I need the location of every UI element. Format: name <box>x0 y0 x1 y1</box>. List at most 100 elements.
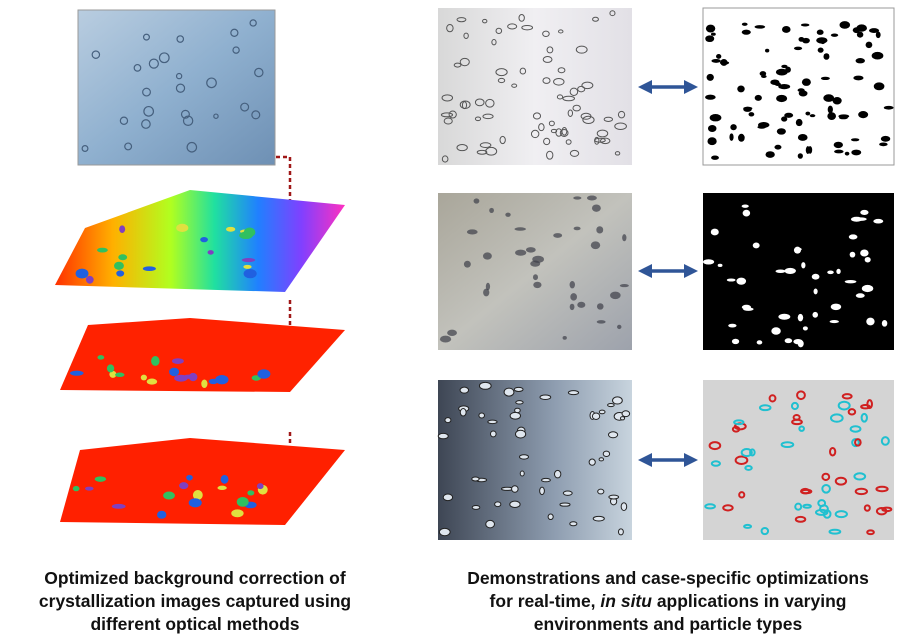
particle <box>597 303 604 309</box>
particle <box>874 82 885 90</box>
particle <box>827 112 836 120</box>
particle <box>589 459 595 465</box>
particle <box>865 257 871 262</box>
particle <box>151 356 159 366</box>
particle <box>707 137 716 145</box>
particle <box>736 278 746 285</box>
particle <box>515 250 526 256</box>
particle <box>176 224 188 232</box>
particle <box>856 58 865 63</box>
particle <box>542 478 551 481</box>
particle <box>876 32 881 39</box>
particle <box>577 302 585 308</box>
particle <box>514 387 523 391</box>
particle <box>568 391 578 395</box>
particle <box>116 270 124 276</box>
caption-line: different optical methods <box>5 613 385 636</box>
particle <box>742 205 749 208</box>
particle <box>802 78 811 85</box>
particle <box>603 451 609 456</box>
particle <box>814 289 818 295</box>
particle <box>776 95 787 102</box>
particle <box>515 408 521 412</box>
particle <box>183 375 196 379</box>
particle <box>472 477 479 481</box>
particle <box>570 304 575 310</box>
particle <box>775 269 785 273</box>
particle <box>609 495 619 499</box>
particle <box>613 397 623 404</box>
particle <box>189 498 202 507</box>
particle <box>849 234 858 239</box>
particle <box>217 486 226 490</box>
particle <box>836 269 840 274</box>
particle <box>808 146 812 154</box>
particle <box>785 67 791 73</box>
caption-line: Optimized background correction of <box>5 567 385 590</box>
particle <box>738 134 745 142</box>
particle <box>855 217 867 221</box>
particle <box>620 417 624 420</box>
particle <box>237 497 249 507</box>
particle <box>76 269 89 279</box>
particle <box>785 338 792 343</box>
caption-italic: in situ <box>600 591 652 611</box>
particle <box>718 264 723 267</box>
particle <box>617 325 621 329</box>
particle <box>447 330 457 336</box>
particle <box>810 114 816 117</box>
micrograph <box>438 193 632 350</box>
particle <box>775 82 781 86</box>
particle <box>438 433 448 438</box>
particle <box>599 410 605 414</box>
particle <box>570 281 575 288</box>
particle <box>86 276 94 284</box>
particle <box>587 196 597 201</box>
particle <box>845 152 850 156</box>
particle <box>242 258 255 262</box>
particle <box>533 282 541 288</box>
particle <box>620 284 629 287</box>
particle <box>778 314 790 320</box>
particle <box>244 228 256 237</box>
particle <box>884 106 894 110</box>
particle <box>708 125 716 132</box>
particle <box>243 265 251 269</box>
particle <box>505 213 510 217</box>
particle <box>439 528 450 535</box>
particle <box>777 128 786 134</box>
particle <box>621 503 626 511</box>
particle <box>597 320 606 324</box>
particle <box>143 266 156 271</box>
particle <box>851 150 861 156</box>
particle <box>860 250 868 257</box>
caption-line: for real-time, in situ applications in v… <box>440 590 896 613</box>
particle <box>231 509 243 517</box>
particle <box>107 364 114 372</box>
particle <box>860 210 868 215</box>
particle <box>856 24 867 31</box>
particle <box>112 504 126 509</box>
particle <box>831 304 842 311</box>
particle <box>472 506 480 510</box>
particle <box>771 327 780 334</box>
particle <box>798 153 803 159</box>
particle <box>851 138 859 141</box>
caption: Demonstrations and case-specific optimiz… <box>440 567 896 636</box>
caption-text: applications in varying <box>652 591 847 611</box>
particle <box>720 61 729 64</box>
particle <box>823 53 829 60</box>
particle <box>526 247 536 252</box>
surface-plot <box>55 190 345 292</box>
particle <box>711 229 719 236</box>
particle <box>479 413 485 418</box>
particle <box>784 113 793 118</box>
particle <box>486 520 495 527</box>
particle <box>474 198 480 203</box>
particle <box>244 269 257 278</box>
particle <box>257 483 264 489</box>
particle <box>705 95 716 100</box>
particle <box>118 254 127 260</box>
particle <box>490 431 496 437</box>
particle <box>599 458 603 461</box>
